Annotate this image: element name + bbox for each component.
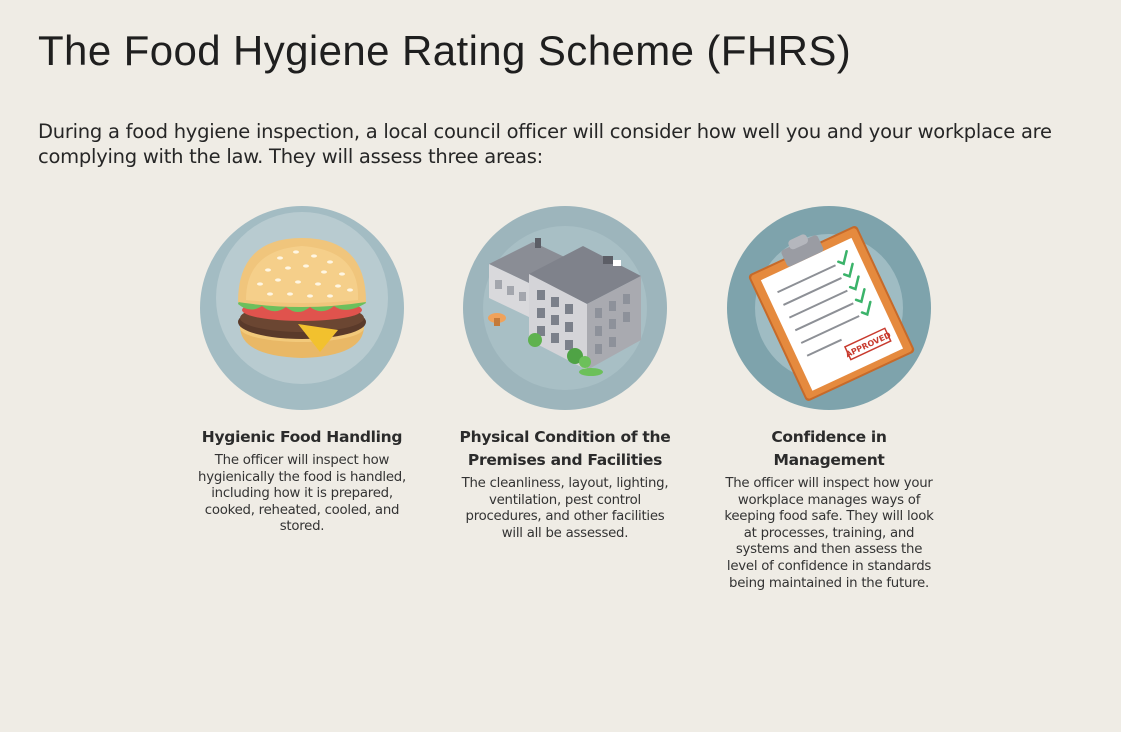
area-title: Hygienic Food Handling bbox=[201, 428, 403, 446]
area-title: Confidence in Management bbox=[771, 428, 887, 469]
area-description: The cleanliness, layout, lighting, venti… bbox=[461, 476, 669, 541]
area-description: The officer will inspect how your workpl… bbox=[724, 476, 934, 591]
burger-icon bbox=[200, 206, 404, 410]
area-card-food-handling: Hygienic Food Handling The officer will … bbox=[194, 206, 410, 536]
area-card-premises: Physical Condition of the Premises and F… bbox=[457, 206, 673, 542]
building-icon bbox=[463, 206, 667, 410]
clipboard-icon: APPROVED bbox=[727, 206, 931, 410]
intro-text: During a food hygiene inspection, a loca… bbox=[38, 120, 1052, 168]
area-description: The officer will inspect how hygienicall… bbox=[198, 453, 406, 535]
area-title: Physical Condition of the Premises and F… bbox=[459, 428, 671, 469]
area-card-management: APPROVED Confidence in Management The of… bbox=[721, 206, 937, 592]
page-title: The Food Hygiene Rating Scheme (FHRS) bbox=[38, 27, 852, 74]
